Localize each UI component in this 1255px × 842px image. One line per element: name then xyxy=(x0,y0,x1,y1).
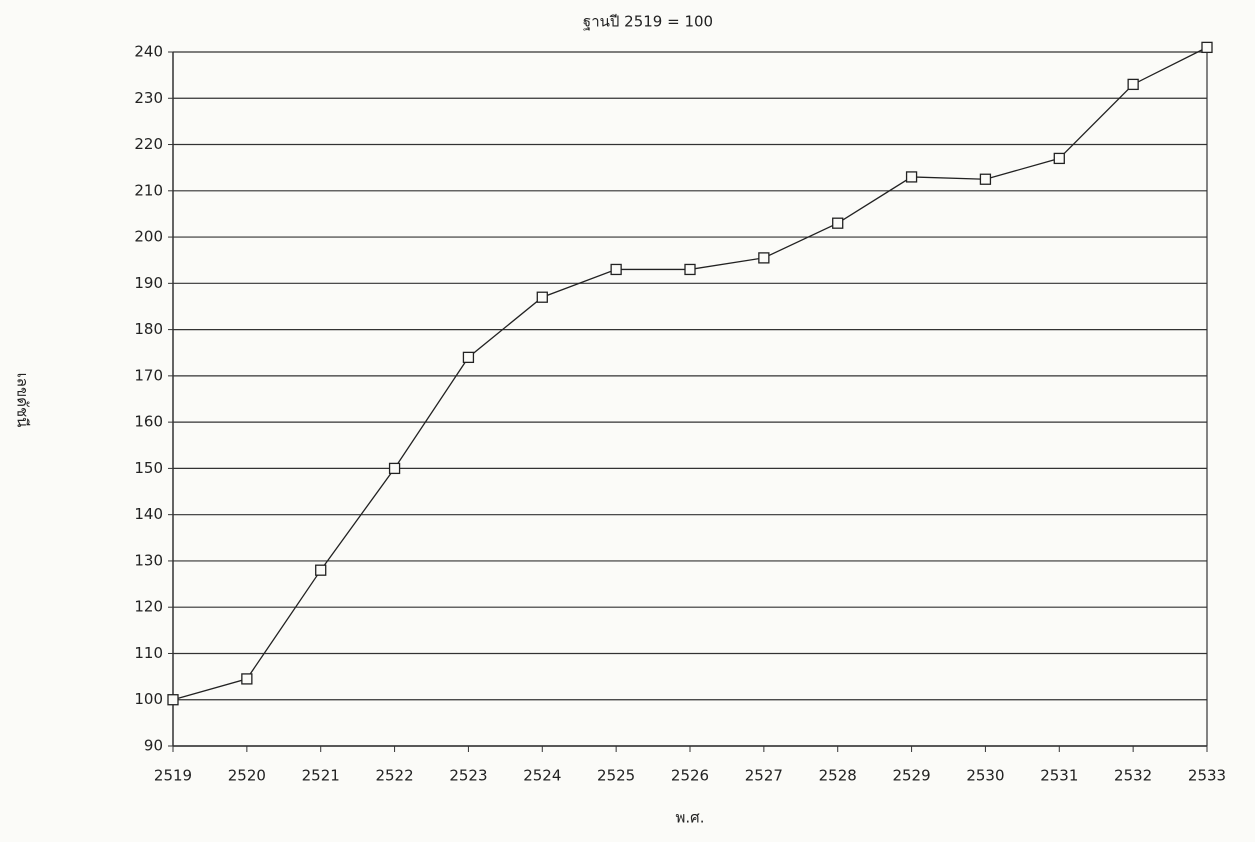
x-tick-label: 2519 xyxy=(154,767,192,785)
point-marker xyxy=(610,263,622,276)
point-marker xyxy=(758,252,770,264)
x-tick-label: 2532 xyxy=(1114,767,1152,785)
y-tick-label: 240 xyxy=(134,43,163,61)
y-tick-label: 100 xyxy=(134,690,163,708)
y-tick-label: 160 xyxy=(134,413,163,431)
y-tick-label: 130 xyxy=(134,551,163,569)
point-marker xyxy=(1127,78,1139,91)
y-tick-label: 90 xyxy=(144,737,163,755)
y-tick-label: 120 xyxy=(134,598,163,616)
point-marker xyxy=(462,351,475,364)
x-tick-label: 2531 xyxy=(1040,767,1078,785)
data-line xyxy=(172,46,1208,701)
y-tick-label: 220 xyxy=(134,135,163,153)
y-tick-label: 210 xyxy=(134,181,163,199)
point-marker xyxy=(1201,41,1213,54)
x-tick-label: 2521 xyxy=(302,767,340,785)
point-marker xyxy=(979,173,992,185)
x-tick-label: 2527 xyxy=(745,767,783,785)
x-tick-label: 2524 xyxy=(523,767,561,785)
x-axis-label: พ.ศ. xyxy=(676,809,705,827)
chart-title: ฐานปี 2519 = 100 xyxy=(583,13,713,31)
point-marker xyxy=(905,171,918,183)
y-tick-label: 200 xyxy=(134,228,163,246)
y-tick-label: 180 xyxy=(134,320,163,338)
x-tick-label: 2523 xyxy=(449,767,487,785)
y-axis-label: เลขดัชนี xyxy=(14,373,32,428)
y-tick-label: 170 xyxy=(134,366,163,384)
y-tick-label: 110 xyxy=(134,644,163,662)
point-marker xyxy=(241,673,253,685)
y-tick-label: 140 xyxy=(134,505,163,523)
point-marker xyxy=(388,462,401,475)
x-tick-label: 2525 xyxy=(597,767,635,785)
y-tick-label: 150 xyxy=(134,459,163,477)
point-marker xyxy=(315,564,327,576)
x-tick-label: 2528 xyxy=(819,767,857,785)
x-tick-label: 2529 xyxy=(892,767,930,785)
x-tick-label: 2530 xyxy=(966,767,1004,785)
point-marker xyxy=(832,217,844,229)
x-tick-label: 2526 xyxy=(671,767,709,785)
x-tick-label: 2520 xyxy=(228,767,266,785)
point-marker xyxy=(167,694,179,706)
y-tick-label: 190 xyxy=(134,274,163,292)
point-marker xyxy=(1053,152,1065,165)
x-tick-label: 2522 xyxy=(375,767,413,785)
point-marker xyxy=(684,263,696,276)
x-tick-label: 2533 xyxy=(1188,767,1226,785)
y-tick-label: 230 xyxy=(134,89,163,107)
point-marker xyxy=(536,291,548,303)
